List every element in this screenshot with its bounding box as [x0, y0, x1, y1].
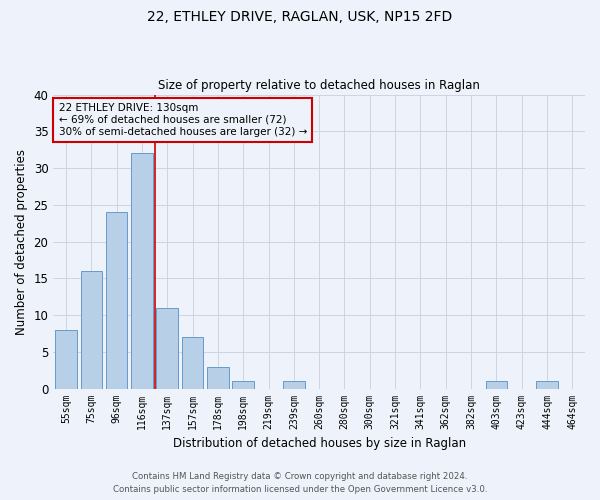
X-axis label: Distribution of detached houses by size in Raglan: Distribution of detached houses by size …: [173, 437, 466, 450]
Bar: [55, 330, 77, 388]
Title: Size of property relative to detached houses in Raglan: Size of property relative to detached ho…: [158, 79, 480, 92]
Bar: [232, 381, 254, 388]
Text: 22 ETHLEY DRIVE: 130sqm
← 69% of detached houses are smaller (72)
30% of semi-de: 22 ETHLEY DRIVE: 130sqm ← 69% of detache…: [59, 104, 307, 136]
Text: Contains HM Land Registry data © Crown copyright and database right 2024.
Contai: Contains HM Land Registry data © Crown c…: [113, 472, 487, 494]
Y-axis label: Number of detached properties: Number of detached properties: [15, 148, 28, 334]
Bar: [207, 366, 229, 388]
Bar: [131, 154, 152, 388]
Bar: [80, 271, 102, 388]
Text: 22, ETHLEY DRIVE, RAGLAN, USK, NP15 2FD: 22, ETHLEY DRIVE, RAGLAN, USK, NP15 2FD: [148, 10, 452, 24]
Bar: [283, 381, 305, 388]
Bar: [106, 212, 127, 388]
Bar: [536, 381, 558, 388]
Bar: [182, 337, 203, 388]
Bar: [485, 381, 507, 388]
Bar: [157, 308, 178, 388]
